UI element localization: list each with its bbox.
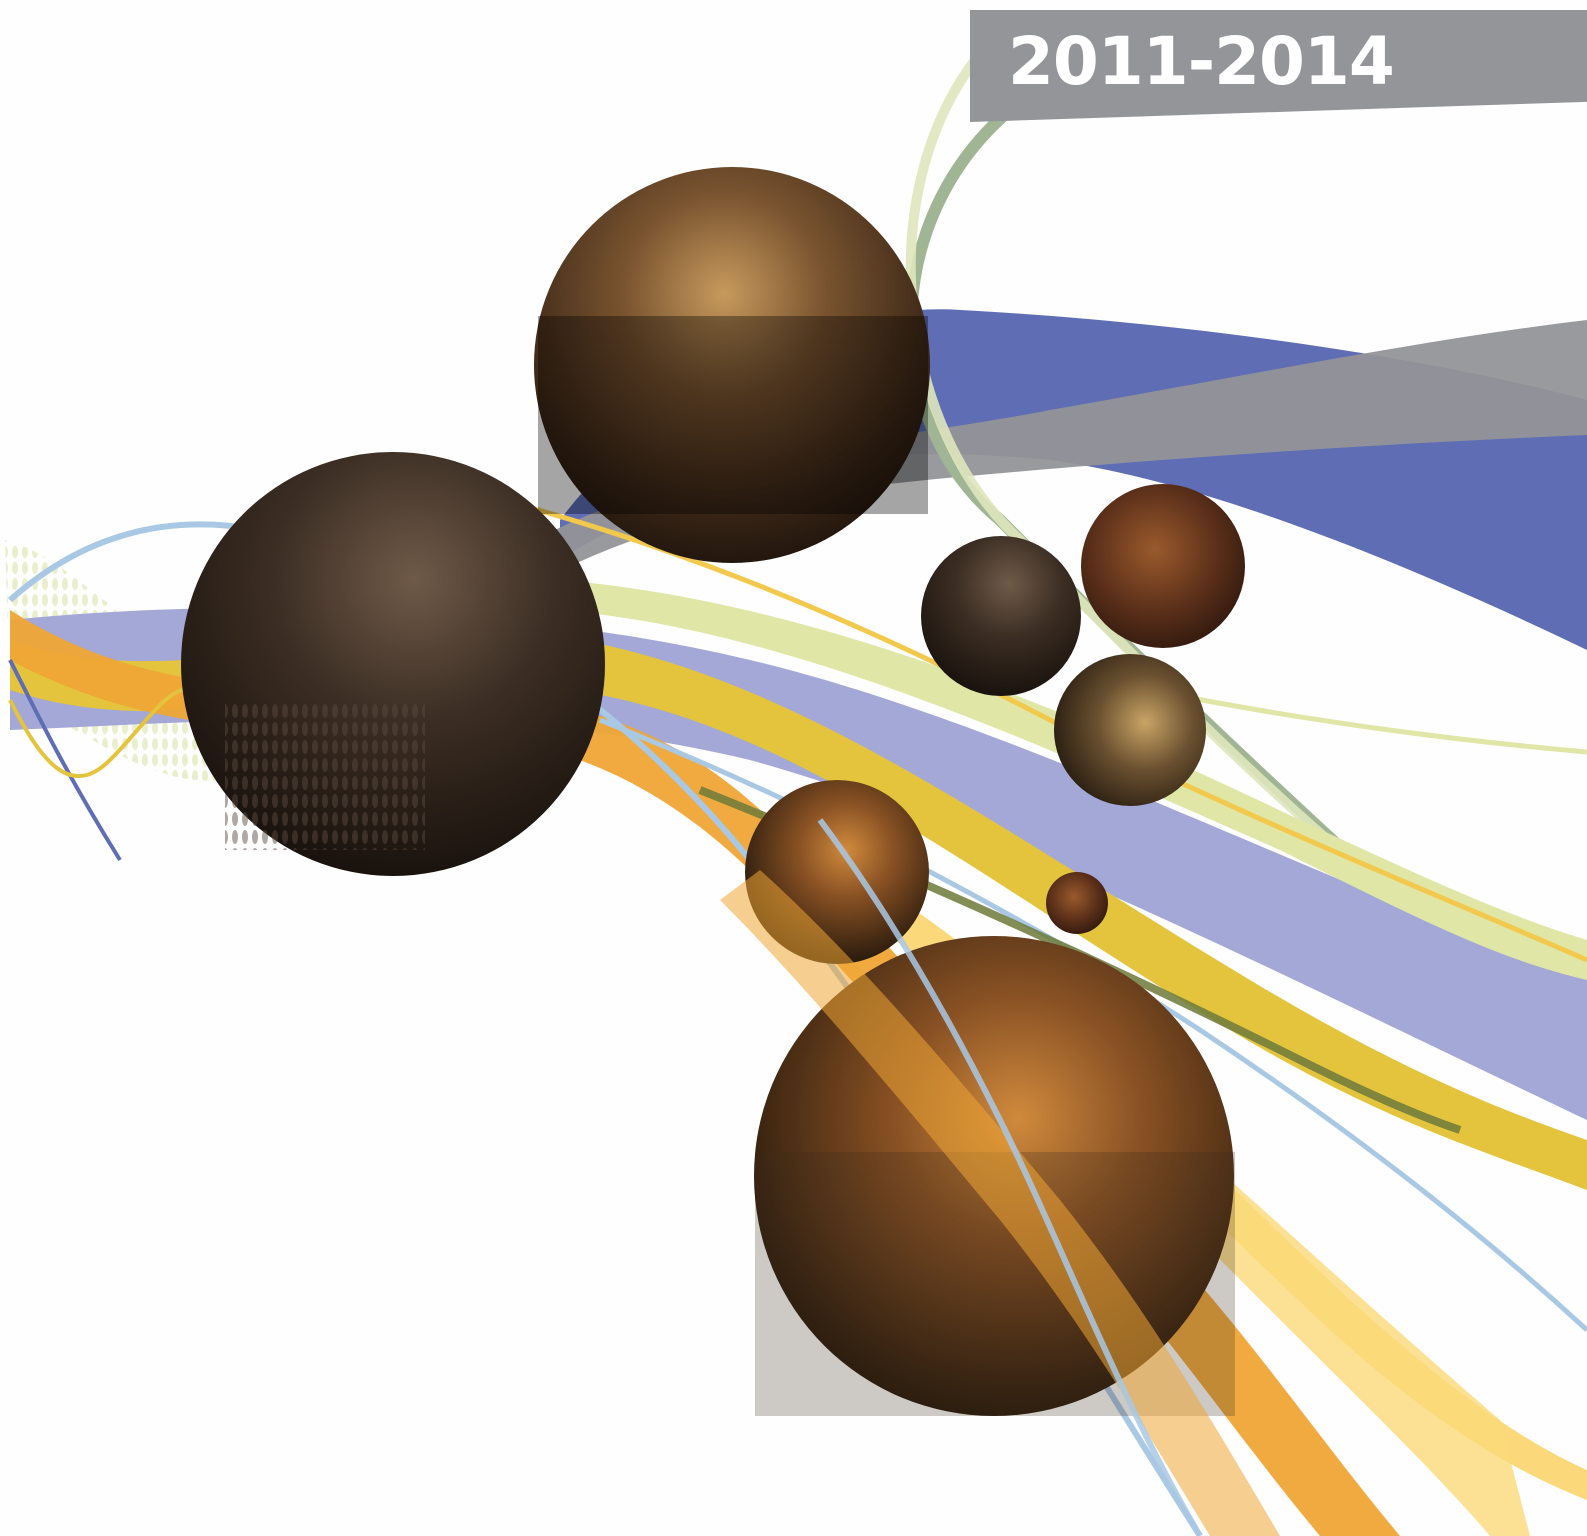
sphere-mid-dark xyxy=(921,536,1081,696)
lavender-ribbon xyxy=(10,608,1587,1120)
year-range-title: 2011-2014 xyxy=(1008,23,1395,100)
pale-yellow-green-ribbon xyxy=(560,580,1587,980)
year-banner xyxy=(970,10,1587,122)
thin-green-line xyxy=(1149,687,1587,755)
sphere-tiny xyxy=(1046,872,1108,934)
sphere-mid-copper xyxy=(1081,484,1245,648)
thin-yellow-line xyxy=(419,477,1587,963)
sphere-mid-gold xyxy=(1054,654,1206,806)
sphere-top xyxy=(534,167,930,563)
sphere-top-shade xyxy=(538,316,928,514)
blue-overlay-line xyxy=(817,818,1203,1536)
gray-band xyxy=(430,320,1587,640)
sphere-left-dots xyxy=(225,700,425,850)
light-blue-line-2 xyxy=(599,717,1587,1332)
orange-overlay xyxy=(720,870,1280,1536)
gold-squiggle xyxy=(8,686,201,779)
blue-squiggle xyxy=(8,659,122,862)
